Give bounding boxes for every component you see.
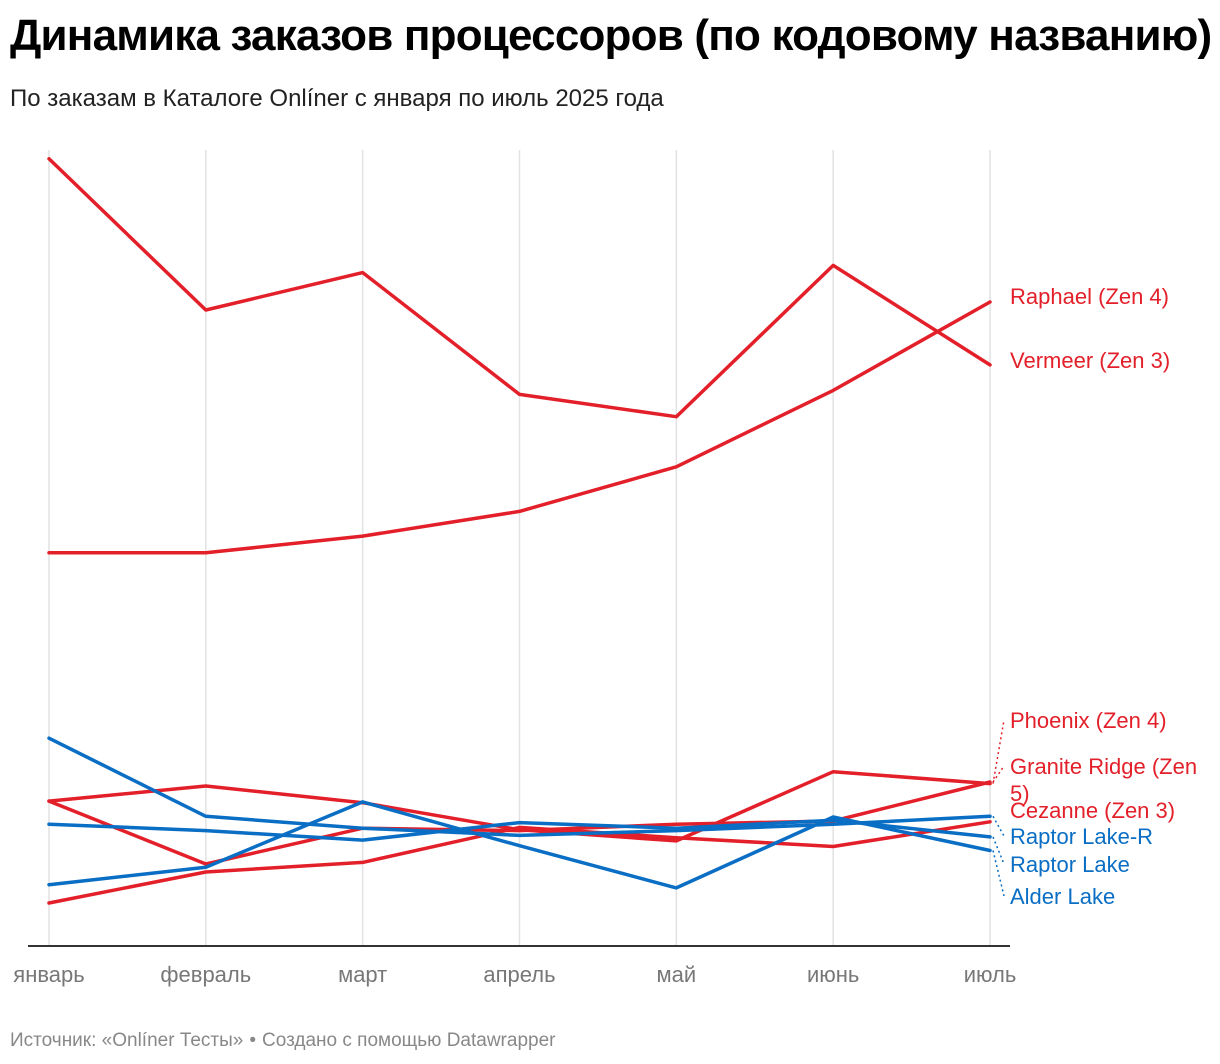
series-label-raphael-zen-4: Raphael (Zen 4) [1010, 284, 1169, 309]
x-tick-label: март [338, 962, 387, 987]
series-lines [47, 157, 992, 905]
series-line-raphael-zen-4 [47, 300, 992, 555]
label-connector-alder-lake [992, 850, 1005, 897]
series-line-raptor-lake-r [47, 736, 992, 838]
label-connector-phoenix-zen-4 [992, 719, 1005, 784]
series-labels: Raphael (Zen 4) Vermeer (Zen 3) Phoenix (Z… [992, 284, 1197, 909]
footer-separator: • [249, 1030, 257, 1051]
chart-footer: Источник: «Onlíner Тесты» • Создано с помо… [10, 1028, 555, 1054]
x-tick-label: май [657, 962, 697, 987]
series-label-granite-ridge-zen-5: Granite Ridge (Zen 5) [1010, 754, 1197, 806]
series-label-phoenix-zen-4: Phoenix (Zen 4) [1010, 708, 1167, 733]
x-tick-label: январь [13, 962, 84, 987]
source-note: Источник: «Onlíner Тесты» [10, 1030, 244, 1051]
label-connector-granite-ridge-zen-5 [992, 765, 1005, 783]
grid-lines [48, 150, 991, 946]
label-connector-raptor-lake-r [992, 815, 1005, 837]
chart-title: Динамика заказов процессоров (по кодовом… [10, 11, 1212, 60]
label-connector-raptor-lake [992, 836, 1005, 865]
series-label-raptor-lake: Raptor Lake [1010, 852, 1130, 877]
x-tick-label: апрель [483, 962, 555, 987]
chart-subtitle: По заказам в Каталоге Onlíner с января п… [10, 85, 664, 112]
series-line-vermeer-zen-3 [47, 157, 992, 419]
series-line-cezanne-zen-3 [47, 820, 992, 905]
series-label-cezanne-zen-3: Cezanne (Zen 3) [1010, 798, 1175, 823]
series-label-vermeer-zen-3: Vermeer (Zen 3) [1010, 348, 1170, 373]
x-axis: январь февраль март апрель май июнь июль [13, 945, 1017, 987]
x-tick-label: июнь [807, 962, 859, 987]
credit-note: Создано с помощью Datawrapper [262, 1030, 556, 1051]
series-line-raptor-lake [47, 818, 992, 842]
series-line-alder-lake [47, 800, 992, 890]
series-label-raptor-lake-r: Raptor Lake-R [1010, 824, 1153, 849]
series-label-alder-lake: Alder Lake [1010, 884, 1115, 909]
x-tick-label: февраль [160, 962, 251, 987]
x-tick-label: июль [964, 962, 1017, 987]
